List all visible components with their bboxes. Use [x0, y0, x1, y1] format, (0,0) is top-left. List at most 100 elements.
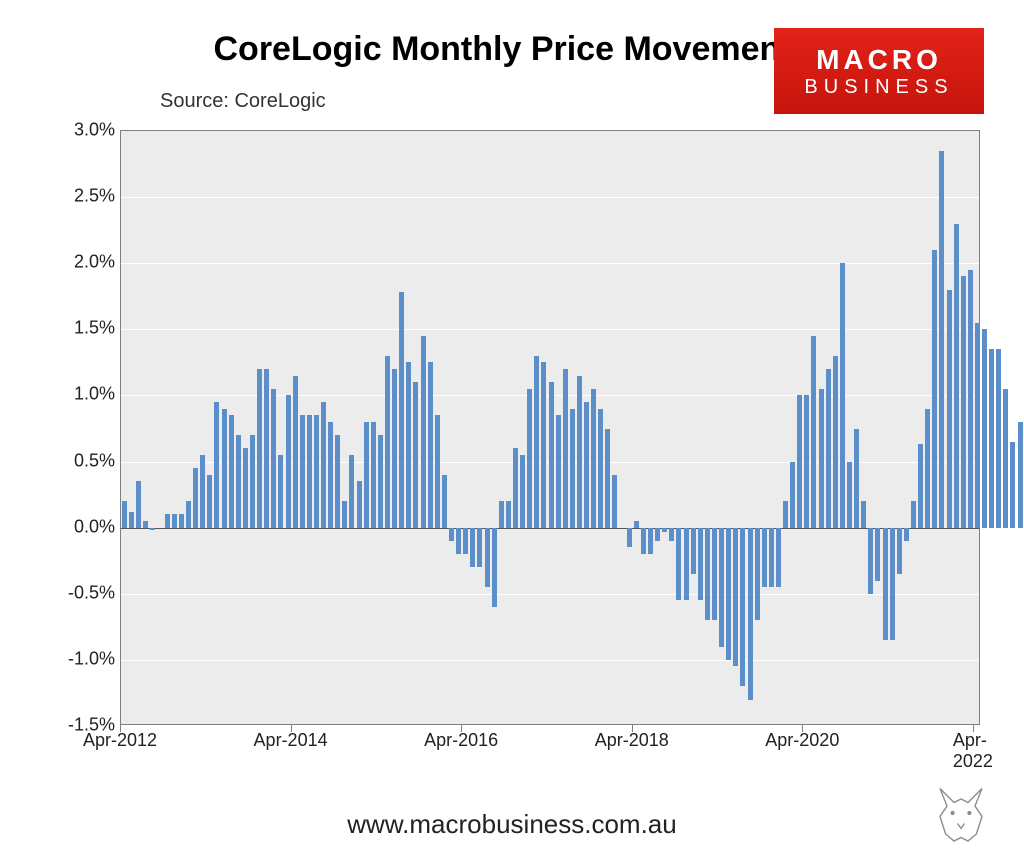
bar: [385, 356, 390, 528]
bar: [449, 528, 454, 541]
bar: [776, 528, 781, 588]
bar: [1018, 422, 1023, 528]
bar: [378, 435, 383, 528]
bar: [705, 528, 710, 621]
bar: [890, 528, 895, 640]
bar: [1010, 442, 1015, 528]
bar: [513, 448, 518, 527]
bar: [975, 323, 980, 528]
bar: [819, 389, 824, 528]
bar: [662, 528, 667, 532]
bar: [570, 409, 575, 528]
x-axis-label: Apr-2018: [595, 730, 669, 751]
bar: [861, 501, 866, 527]
bar: [740, 528, 745, 687]
bar: [549, 382, 554, 527]
bar: [726, 528, 731, 660]
bar: [200, 455, 205, 528]
x-axis-label: Apr-2016: [424, 730, 498, 751]
bar: [271, 389, 276, 528]
bar: [762, 528, 767, 588]
bar: [641, 528, 646, 554]
bar: [797, 395, 802, 527]
bar: [563, 369, 568, 528]
bar: [584, 402, 589, 528]
bar: [691, 528, 696, 574]
bar: [918, 444, 923, 527]
grid-line: [121, 660, 979, 661]
bar: [150, 528, 155, 531]
bar: [655, 528, 660, 541]
bar: [897, 528, 902, 574]
bar: [193, 468, 198, 528]
bar: [790, 462, 795, 528]
x-axis-label: Apr-2020: [765, 730, 839, 751]
y-axis-label: 2.5%: [45, 186, 115, 207]
bar: [278, 455, 283, 528]
bar: [826, 369, 831, 528]
bar: [492, 528, 497, 607]
bar: [236, 435, 241, 528]
bar: [321, 402, 326, 528]
bar: [840, 263, 845, 527]
bar: [364, 422, 369, 528]
bar: [833, 356, 838, 528]
bar: [612, 475, 617, 528]
bar: [413, 382, 418, 527]
bar: [932, 250, 937, 528]
bar: [804, 395, 809, 527]
bar: [477, 528, 482, 568]
bar: [506, 501, 511, 527]
bar: [293, 376, 298, 528]
bar: [357, 481, 362, 527]
bar: [947, 290, 952, 528]
bar: [556, 415, 561, 527]
bar: [314, 415, 319, 527]
bar: [421, 336, 426, 528]
y-axis-label: 2.0%: [45, 252, 115, 273]
bar: [179, 514, 184, 527]
zero-line: [121, 528, 979, 529]
bar: [499, 501, 504, 527]
bar: [122, 501, 127, 527]
bar: [634, 521, 639, 528]
bar: [250, 435, 255, 528]
bar: [214, 402, 219, 528]
bar: [399, 292, 404, 527]
bar: [598, 409, 603, 528]
bar: [847, 462, 852, 528]
source-label: Source: CoreLogic: [160, 90, 326, 113]
bar: [527, 389, 532, 528]
bar: [968, 270, 973, 528]
bar: [648, 528, 653, 554]
grid-line: [121, 329, 979, 330]
y-axis-label: 1.5%: [45, 318, 115, 339]
bar: [442, 475, 447, 528]
bar: [1003, 389, 1008, 528]
wolf-icon: [926, 778, 996, 848]
x-axis-label: Apr-2022: [953, 730, 993, 772]
bar: [264, 369, 269, 528]
bar: [854, 429, 859, 528]
plot-area: [120, 130, 980, 725]
bar: [755, 528, 760, 621]
bar: [371, 422, 376, 528]
bar: [982, 329, 987, 527]
bar: [925, 409, 930, 528]
y-axis-label: 3.0%: [45, 120, 115, 141]
bar: [342, 501, 347, 527]
bar: [143, 521, 148, 528]
bar: [428, 362, 433, 527]
bar: [470, 528, 475, 568]
bar: [222, 409, 227, 528]
x-axis-label: Apr-2014: [254, 730, 328, 751]
bar: [136, 481, 141, 527]
logo-line1: MACRO: [774, 44, 984, 76]
grid-line: [121, 594, 979, 595]
bar: [868, 528, 873, 594]
bar: [520, 455, 525, 528]
logo-line2: BUSINESS: [774, 76, 984, 99]
bar: [328, 422, 333, 528]
bar: [591, 389, 596, 528]
bar: [286, 395, 291, 527]
